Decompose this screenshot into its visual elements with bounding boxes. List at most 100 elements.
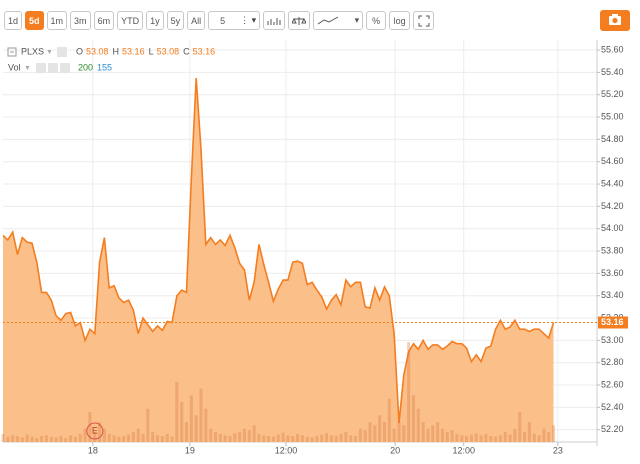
volume-bar — [503, 432, 507, 442]
volume-bar — [175, 382, 179, 442]
ohlc-value: 53.08 — [86, 46, 109, 56]
volume-bar — [416, 408, 420, 442]
volume-bar — [141, 434, 145, 442]
volume-bar — [180, 402, 184, 442]
volume-bar — [329, 435, 333, 442]
volume-bar — [122, 436, 126, 442]
fullscreen-button[interactable] — [413, 11, 435, 30]
volume-bar — [349, 435, 353, 442]
volume-bar — [339, 434, 343, 442]
volume-bar — [542, 428, 546, 442]
volume-bar — [378, 415, 382, 442]
volume-bar — [489, 436, 493, 442]
volume-bar — [407, 342, 411, 442]
volume-bar — [281, 432, 285, 442]
range-button[interactable]: 3m — [70, 11, 91, 30]
range-button[interactable]: 1y — [146, 11, 164, 30]
last-price-label: 53.16 — [601, 317, 624, 327]
volume-bar — [300, 435, 304, 442]
volume-bar — [131, 432, 135, 442]
volume-bar — [127, 434, 131, 442]
volume-bar — [209, 428, 213, 442]
volume-bar — [508, 434, 512, 442]
volume-bar — [426, 428, 430, 442]
volume-bar — [204, 408, 208, 442]
range-button[interactable]: All — [187, 11, 206, 30]
y-tick-label: 55.40 — [601, 67, 624, 77]
event-marker — [86, 422, 104, 440]
volume-bar — [233, 433, 237, 442]
volume-bar — [252, 425, 256, 442]
volume-bar — [20, 437, 24, 442]
log-button[interactable]: log — [389, 11, 411, 30]
volume-bar — [421, 422, 425, 442]
chart-type-button[interactable]: ▾ — [313, 11, 364, 30]
volume-bar — [358, 428, 362, 442]
volume-bar — [310, 437, 314, 442]
volume-bar — [185, 422, 189, 442]
volume-bar — [112, 435, 116, 442]
volume-bar — [537, 435, 541, 442]
volume-bar — [262, 435, 266, 442]
volume-bar — [271, 436, 275, 442]
indicators-button[interactable] — [263, 11, 286, 30]
volume-bar — [223, 435, 227, 442]
volume-bar — [286, 435, 290, 442]
x-tick-label: 19 — [185, 445, 195, 455]
percent-button[interactable]: % — [366, 11, 387, 30]
range-button[interactable]: YTD — [117, 11, 144, 30]
collapse-icon — [7, 47, 17, 57]
volume-bar — [69, 435, 73, 442]
volume-bar — [373, 425, 377, 442]
y-tick-label: 55.20 — [601, 89, 624, 99]
compare-button[interactable] — [288, 11, 311, 30]
x-tick-label: 12:00 — [275, 445, 298, 455]
volume-bar — [59, 436, 63, 442]
screenshot-button[interactable] — [600, 10, 630, 31]
volume-bar — [73, 436, 77, 442]
area-fill — [3, 78, 554, 442]
volume-bar — [194, 415, 198, 442]
volume-bar — [257, 434, 261, 442]
range-button[interactable]: 1d — [4, 11, 23, 30]
interval: 5 — [220, 15, 226, 26]
volume-bar — [334, 436, 338, 442]
volume-bar — [242, 428, 246, 442]
volume-bar — [315, 436, 319, 442]
volume-bar — [411, 395, 415, 442]
ohlc-value: 53.16 — [193, 46, 216, 56]
volume-bar — [189, 395, 193, 442]
range-button[interactable]: 6m — [93, 11, 115, 30]
x-tick-label: 23 — [553, 445, 563, 455]
volume-bar — [440, 428, 444, 442]
range-buttons: 1d 5d 1m 3m 6m YTD 1y 5y All — [4, 11, 206, 30]
dropdown: ▼ — [24, 65, 31, 72]
volume-bar — [494, 436, 498, 442]
range-button[interactable]: 5d — [25, 11, 44, 30]
range-button[interactable]: 5y — [166, 11, 185, 30]
volume-bar — [213, 432, 217, 442]
volume-bar — [54, 437, 58, 442]
ohlc-label: L — [149, 46, 154, 56]
y-tick-label: 53.60 — [601, 268, 624, 278]
volume-bar — [527, 422, 531, 442]
volume-bar — [165, 434, 169, 442]
volume-bar — [228, 436, 232, 442]
price-line — [2, 77, 555, 424]
volume-bar — [291, 436, 295, 442]
ohlc-value: 53.08 — [157, 46, 180, 56]
volume-bar — [363, 430, 367, 442]
y-tick-label: 55.00 — [601, 111, 624, 121]
range-button[interactable]: 1m — [46, 11, 68, 30]
volume-bar — [431, 425, 435, 442]
volume-bar — [445, 432, 449, 442]
volume-bar — [296, 434, 300, 442]
volume-bar — [455, 434, 459, 442]
volume-bar — [160, 436, 164, 442]
volume-bar — [117, 436, 121, 442]
y-tick-label: 53.20 — [601, 312, 624, 322]
volume-bar — [305, 436, 309, 442]
volume-bar — [320, 434, 324, 442]
interval-select[interactable]: 5 ⋮ ▾ — [208, 11, 261, 30]
